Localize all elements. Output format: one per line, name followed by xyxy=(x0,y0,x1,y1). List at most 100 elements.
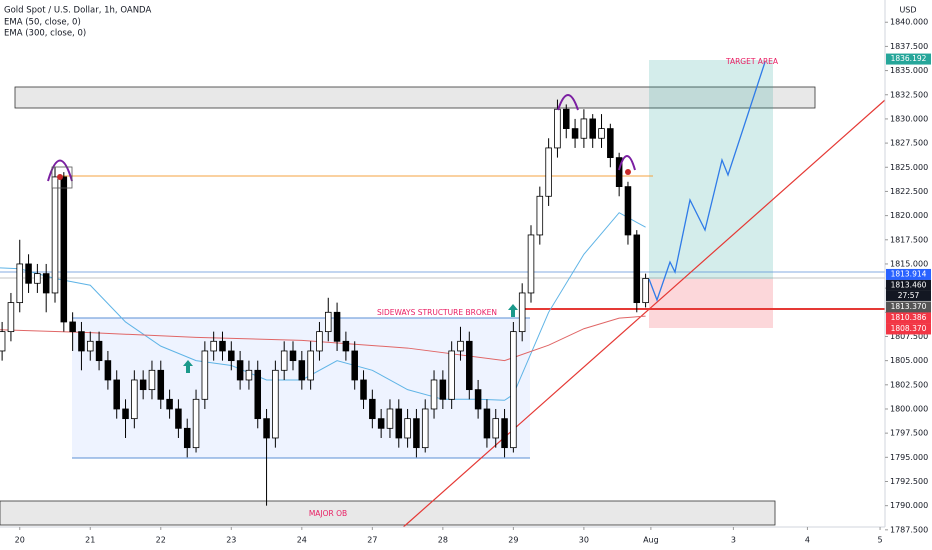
y-tick-label: 1822.500 xyxy=(890,187,928,196)
candle-body xyxy=(466,340,473,391)
currency-label: USD xyxy=(899,6,916,15)
candle-body xyxy=(413,418,420,449)
y-tick-label: 1795.000 xyxy=(890,453,928,462)
drawings xyxy=(0,60,886,531)
candle-body xyxy=(536,195,544,236)
x-tick-label: 27 xyxy=(367,536,377,545)
x-tick-label: 22 xyxy=(156,536,166,545)
candle-body xyxy=(351,350,358,381)
candle-body xyxy=(316,331,323,352)
candle-body xyxy=(289,350,297,362)
price-label-box xyxy=(886,312,931,324)
y-tick-label: 1820.000 xyxy=(890,211,928,220)
top-arc xyxy=(618,155,636,171)
candle-body xyxy=(624,186,632,236)
y-tick-label: 1825.000 xyxy=(890,163,928,172)
x-tick-label: 5 xyxy=(878,536,883,545)
candle-body xyxy=(545,147,552,197)
candle-body xyxy=(580,118,588,139)
up-arrow xyxy=(183,360,193,373)
candle-body xyxy=(607,128,614,158)
price-label: 1813.460 xyxy=(891,280,927,289)
candle-body xyxy=(633,234,641,304)
trend-line xyxy=(399,99,886,531)
x-tick-label: Aug xyxy=(643,536,659,545)
price-label: 1813.370 xyxy=(891,302,927,311)
stop-zone xyxy=(649,279,773,328)
candle-body xyxy=(139,379,147,391)
y-tick-label: 1792.500 xyxy=(890,477,928,486)
candle-body xyxy=(86,340,94,352)
y-tick-label: 1832.500 xyxy=(890,90,928,99)
y-tick-label: 1802.500 xyxy=(890,380,928,389)
candle-body xyxy=(448,350,455,400)
y-tick-label: 1807.500 xyxy=(890,332,928,341)
candle-body xyxy=(272,369,279,439)
ema-line xyxy=(0,315,646,362)
y-tick-label: 1797.500 xyxy=(890,429,928,438)
candle-body xyxy=(219,340,226,352)
candle-body xyxy=(483,408,491,439)
candle-body xyxy=(642,278,649,304)
highlight-box xyxy=(51,166,73,189)
candle-body xyxy=(131,379,138,420)
candle-body xyxy=(615,157,623,188)
candle-body xyxy=(104,360,112,381)
candle-body xyxy=(183,427,191,449)
axis-labels: 1787.500 1790.000 1792.500 1795.000 1797.500… xyxy=(15,18,931,545)
marker xyxy=(57,174,63,180)
candle-body xyxy=(369,398,376,420)
candle-body xyxy=(78,331,85,352)
annotation: MAJOR OB xyxy=(309,509,347,518)
top-arc xyxy=(47,159,73,182)
candle-body xyxy=(280,350,288,371)
y-tick-label: 1815.000 xyxy=(890,259,928,268)
candle-body xyxy=(175,408,182,429)
candle-body xyxy=(457,340,464,352)
price-label-box xyxy=(886,301,931,313)
countdown: 27:57 xyxy=(898,291,920,300)
annotation: TARGET AREA xyxy=(725,57,779,66)
top-arc xyxy=(557,94,579,111)
price-label: 1813.914 xyxy=(891,269,927,278)
candle-body xyxy=(166,398,173,410)
candle-body xyxy=(589,118,596,139)
price-label-box xyxy=(886,53,931,65)
candle-body xyxy=(404,418,411,439)
candle-body xyxy=(0,331,6,352)
candle-body xyxy=(157,369,165,400)
x-tick-label: 3 xyxy=(731,536,736,545)
candle-body xyxy=(60,176,68,323)
y-tick-label: 1827.500 xyxy=(890,139,928,148)
candle-body xyxy=(192,398,200,449)
price-label: 1810.386 xyxy=(891,313,927,322)
x-tick-label: 20 xyxy=(15,536,25,545)
time-axis xyxy=(0,527,932,550)
candle-body xyxy=(263,418,270,439)
candle-body xyxy=(333,311,341,342)
y-tick-label: 1835.000 xyxy=(890,66,928,75)
candle-body xyxy=(562,108,570,129)
annotation: SIDEWAYS STRUCTURE BROKEN xyxy=(377,308,497,317)
supply-zone xyxy=(14,86,816,109)
candle-body xyxy=(298,360,306,381)
price-label-box xyxy=(886,279,931,291)
candle-body xyxy=(439,379,447,400)
candle-body xyxy=(210,340,217,352)
x-tick-label: 21 xyxy=(85,536,95,545)
candle-body xyxy=(34,273,41,284)
candle-body xyxy=(228,350,235,362)
candle-body xyxy=(236,360,244,381)
marker xyxy=(625,169,631,175)
candle-body xyxy=(245,369,253,381)
up-arrow xyxy=(508,304,518,317)
indicator-label: EMA (300, close, 0) xyxy=(4,29,86,39)
candle-body xyxy=(342,340,350,352)
major-ob-zone xyxy=(0,500,776,526)
candle-body xyxy=(360,379,367,400)
chart-title: Gold Spot / U.S. Dollar, 1h, OANDA xyxy=(4,6,151,16)
candle-body xyxy=(69,321,76,333)
y-tick-label: 1790.000 xyxy=(890,501,928,510)
price-label: 1808.370 xyxy=(891,324,927,333)
